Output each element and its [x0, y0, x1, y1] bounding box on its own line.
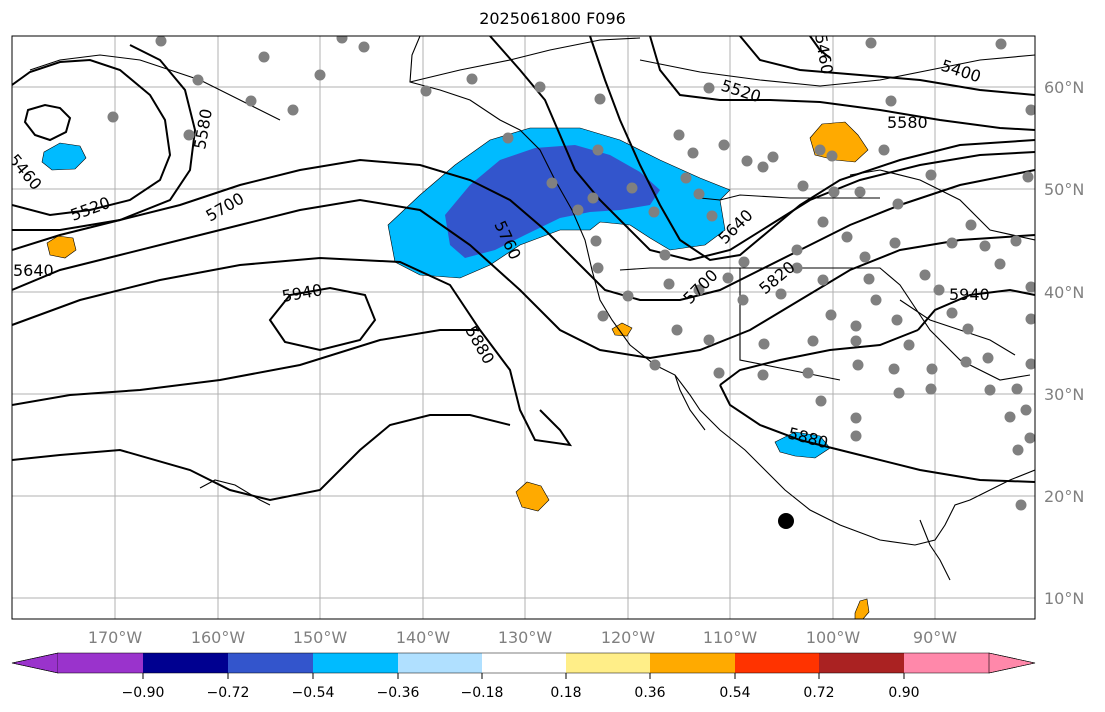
negative-anomaly-core — [445, 145, 660, 258]
lon-label: 150°W — [293, 628, 348, 647]
contour-label: 5940 — [280, 280, 323, 306]
positive-anomaly-west — [46, 235, 77, 259]
colorbar-segment — [398, 653, 482, 673]
lat-label: 50°N — [1044, 180, 1084, 199]
lat-label: 20°N — [1044, 487, 1084, 506]
colorbar-segment — [988, 652, 1036, 674]
contour-label: 5880 — [462, 323, 499, 368]
colorbar — [11, 652, 1036, 674]
contour-label: 5520 — [719, 76, 764, 107]
anomaly-fills — [41, 121, 870, 619]
lat-label: 60°N — [1044, 78, 1084, 97]
latitude-labels: 10°N 20°N 30°N 40°N 50°N 60°N — [1044, 78, 1084, 608]
contour-label: 5460 — [5, 150, 46, 193]
station-dots — [107, 36, 1035, 511]
colorbar-segment — [735, 653, 819, 673]
colorbar-segment — [313, 653, 398, 673]
lat-lon-grid — [12, 36, 1035, 619]
positive-anomaly-canada — [809, 121, 869, 163]
lon-label: 110°W — [703, 628, 758, 647]
colorbar-ticks — [142, 673, 905, 679]
lon-label: 90°W — [913, 628, 957, 647]
colorbar-segment — [904, 653, 989, 673]
height-contours — [12, 36, 1035, 502]
contour-label: 5640 — [13, 261, 54, 280]
colorbar-tick-label: 0.72 — [803, 685, 834, 701]
positive-anomaly-hawaii — [515, 481, 550, 512]
colorbar-tick-label: 0.90 — [888, 685, 919, 701]
colorbar-outline — [11, 652, 1036, 674]
positive-anomaly-south — [854, 598, 870, 619]
lon-label: 130°W — [498, 628, 553, 647]
map-frame — [11, 35, 1036, 620]
contour-label: 5700 — [679, 266, 721, 308]
colorbar-tick-label: −0.90 — [122, 685, 165, 701]
contour-label: 5700 — [203, 189, 248, 226]
colorbar-tick-label: 0.36 — [634, 685, 665, 701]
map-title: 2025061800 F096 — [479, 9, 626, 28]
colorbar-segment — [143, 653, 228, 673]
colorbar-segment — [819, 653, 904, 673]
lat-label: 10°N — [1044, 589, 1084, 608]
contour-label: 5580 — [190, 107, 216, 150]
colorbar-tick-label: −0.54 — [292, 685, 335, 701]
colorbar-segment — [566, 653, 650, 673]
lat-label: 30°N — [1044, 385, 1084, 404]
colorbar-tick-label: −0.36 — [377, 685, 420, 701]
colorbar-tick-label: −0.72 — [207, 685, 250, 701]
marker-dot — [778, 513, 794, 529]
colorbar-tick-labels: −0.90 −0.72 −0.54 −0.36 −0.18 0.18 0.36 … — [122, 685, 920, 701]
contour-label: 5940 — [949, 285, 990, 304]
colorbar-tick-label: −0.18 — [461, 685, 504, 701]
contour-label: 5580 — [887, 113, 928, 132]
coastlines — [29, 36, 1035, 581]
colorbar-tick-label: 0.54 — [719, 685, 750, 701]
colorbar-segment — [650, 653, 735, 673]
colorbar-segment — [482, 653, 566, 673]
lat-label: 40°N — [1044, 283, 1084, 302]
lon-label: 170°W — [88, 628, 143, 647]
colorbar-tick-label: 0.18 — [550, 685, 581, 701]
colorbar-segment — [11, 652, 59, 674]
lon-label: 100°W — [806, 628, 861, 647]
contour-label: 5520 — [68, 193, 113, 225]
negative-anomaly-mexico — [774, 431, 831, 459]
lon-label: 160°W — [191, 628, 246, 647]
lon-label: 120°W — [601, 628, 656, 647]
lon-label: 140°W — [396, 628, 451, 647]
longitude-labels: 170°W 160°W 150°W 140°W 130°W 120°W 110°… — [88, 628, 957, 647]
colorbar-segment — [58, 653, 143, 673]
negative-anomaly-west — [41, 142, 87, 171]
colorbar-segment — [228, 653, 313, 673]
